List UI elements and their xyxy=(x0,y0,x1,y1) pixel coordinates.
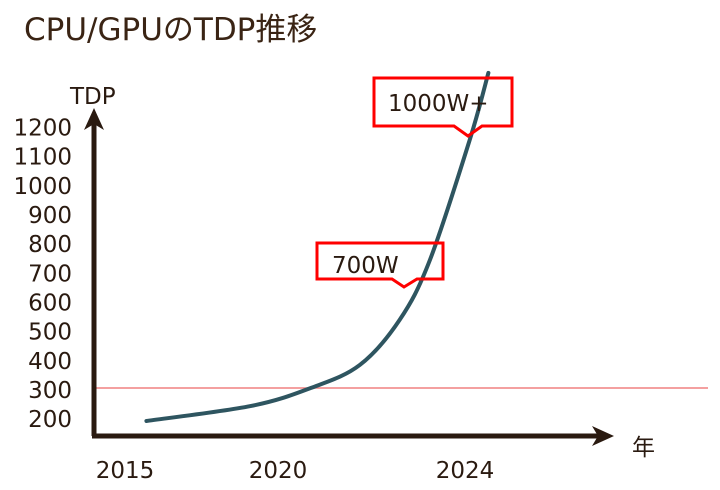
y-tick-label: 300 xyxy=(28,378,72,404)
x-axis-label: 年 xyxy=(632,435,655,461)
y-tick-label: 600 xyxy=(28,290,72,316)
y-axis-arrow-icon xyxy=(84,108,104,130)
chart-title: CPU/GPUのTDP推移 xyxy=(24,12,318,48)
y-tick-label: 900 xyxy=(28,203,72,229)
callout-1000w-text: 1000W+ xyxy=(388,91,489,117)
y-tick-label: 500 xyxy=(28,320,72,346)
callout-700w-box xyxy=(315,241,445,289)
callout-700w-text: 700W xyxy=(332,253,399,279)
y-tick-label: 800 xyxy=(28,232,72,258)
x-tick-label: 2020 xyxy=(249,458,308,484)
callout-1000w-box xyxy=(372,76,514,138)
y-tick-label: 1000 xyxy=(13,174,72,200)
x-axis-arrow-icon xyxy=(592,426,614,446)
series-line xyxy=(144,70,491,423)
y-axis-label: TDP xyxy=(69,84,116,110)
y-tick-label: 1200 xyxy=(13,115,72,141)
y-tick-label: 700 xyxy=(28,261,72,287)
y-tick-label: 1100 xyxy=(13,145,72,171)
y-tick-label: 200 xyxy=(28,407,72,433)
x-tick-label: 2015 xyxy=(96,458,155,484)
y-tick-label: 400 xyxy=(28,349,72,375)
x-tick-label: 2024 xyxy=(436,458,495,484)
